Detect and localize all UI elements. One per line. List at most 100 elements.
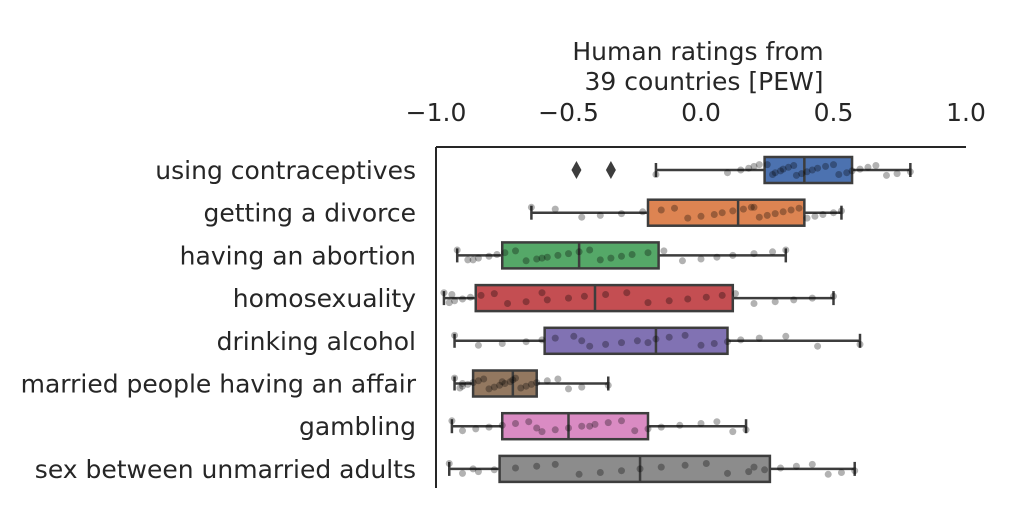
data-point [830, 292, 837, 300]
data-point [784, 163, 792, 171]
data-point [657, 423, 665, 431]
data-point [464, 256, 472, 264]
box-group [451, 326, 864, 356]
data-point [440, 289, 448, 297]
data-point [602, 340, 610, 348]
data-point [533, 424, 541, 432]
data-point [512, 464, 519, 472]
data-point [883, 171, 890, 179]
data-point [551, 334, 559, 342]
data-point [729, 428, 737, 436]
data-point [512, 374, 519, 382]
data-point [803, 168, 811, 176]
data-point [665, 333, 673, 341]
data-point [493, 251, 501, 258]
category-label: sex between unmarried adults [35, 455, 416, 484]
data-point [480, 375, 488, 383]
data-point [777, 167, 784, 175]
data-point [527, 203, 535, 211]
x-tick-label: −1.0 [406, 98, 467, 127]
data-point [472, 425, 480, 433]
data-point [459, 427, 466, 435]
data-point [586, 246, 594, 254]
data-point [779, 208, 787, 216]
data-point [697, 255, 705, 263]
data-point [512, 247, 519, 255]
data-point [856, 340, 864, 348]
data-point [814, 342, 822, 350]
data-point [671, 204, 678, 212]
data-point [517, 384, 525, 392]
data-point [575, 470, 583, 478]
data-point [538, 428, 546, 436]
data-point [684, 214, 692, 222]
data-point [750, 250, 758, 258]
box-group [527, 198, 845, 227]
data-point [644, 249, 652, 257]
data-point [684, 295, 692, 303]
data-point [485, 252, 493, 260]
data-point [490, 466, 498, 474]
chart-title-line-2: 39 countries [PEW] [585, 67, 824, 96]
data-point [551, 460, 559, 468]
data-point [644, 425, 652, 433]
data-point [652, 171, 660, 178]
data-point [485, 385, 493, 393]
data-point [763, 211, 771, 219]
data-point [779, 165, 787, 173]
data-point [819, 211, 827, 218]
box-iqr [471, 369, 538, 398]
data-point [777, 464, 784, 472]
data-point [618, 210, 625, 218]
box-group [453, 241, 790, 270]
data-point [543, 296, 551, 304]
data-point [731, 290, 739, 298]
category-label: using contraceptives [155, 156, 416, 185]
data-point [724, 469, 731, 477]
data-point [750, 300, 758, 307]
data-point [448, 291, 456, 298]
x-tick-label: −0.5 [538, 98, 599, 127]
data-point [678, 257, 686, 265]
data-point [538, 336, 546, 344]
x-tick-label: 0.0 [681, 98, 721, 127]
data-point [591, 420, 599, 428]
data-point [795, 204, 803, 212]
data-point [445, 299, 453, 307]
data-point [551, 426, 559, 434]
data-point [618, 339, 625, 347]
data-point [657, 206, 665, 214]
category-label: getting a divorce [204, 199, 417, 228]
data-point [808, 460, 816, 468]
data-point [644, 299, 652, 307]
box-iqr [474, 283, 735, 313]
outlier-marker [605, 161, 616, 179]
data-point [607, 254, 615, 262]
data-point [618, 417, 625, 425]
data-point [742, 426, 750, 434]
data-point [506, 378, 514, 386]
data-point [570, 332, 578, 340]
data-point [565, 385, 572, 393]
data-point [485, 423, 493, 431]
data-point [792, 462, 800, 470]
data-point [565, 250, 572, 258]
box-group [448, 411, 750, 441]
data-point [565, 424, 572, 432]
data-point [543, 377, 551, 385]
data-point [451, 297, 459, 305]
data-point [501, 249, 509, 257]
data-point [604, 419, 612, 427]
data-point [906, 168, 914, 176]
data-point [771, 298, 779, 306]
data-point [843, 169, 851, 177]
category-label: drinking alcohol [217, 327, 416, 356]
data-point [755, 161, 763, 169]
data-point [543, 253, 551, 261]
data-point [745, 468, 753, 476]
box-iqr [498, 454, 772, 484]
data-point [522, 298, 530, 306]
data-point [469, 379, 477, 387]
data-point [790, 296, 798, 304]
data-point [739, 205, 747, 213]
